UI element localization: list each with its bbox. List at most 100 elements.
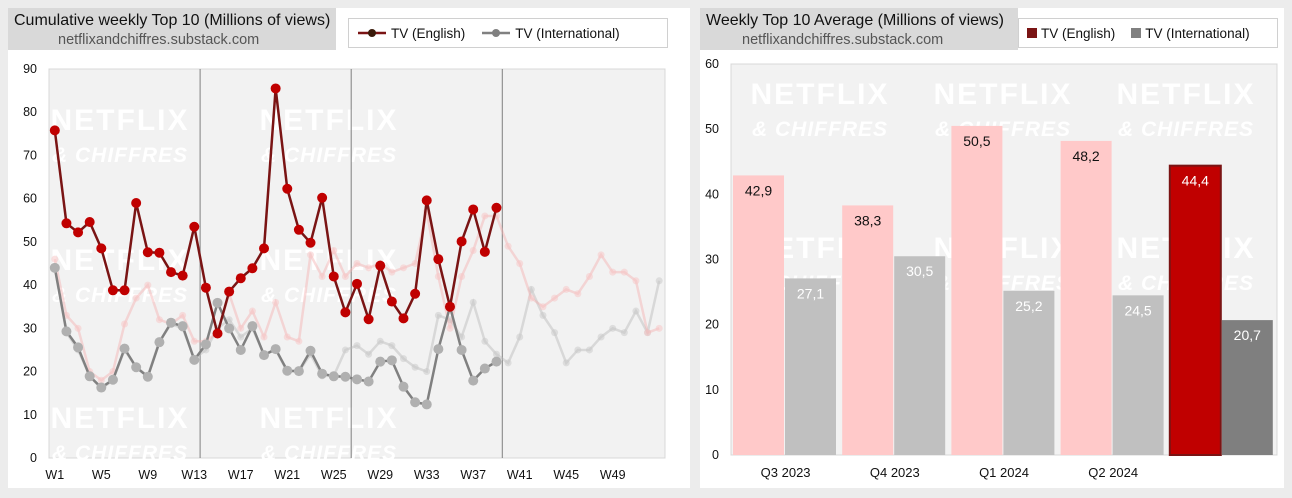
data-point [433,254,444,265]
legend-line-english-icon [358,29,386,37]
data-point [189,354,200,365]
data-point [154,337,165,348]
bar-value-label: 44,4 [1182,173,1209,189]
bar-tv-international [1221,320,1273,455]
data-point [119,343,130,354]
data-point [166,317,177,328]
x-category-label: Q4 2023 [870,465,920,480]
data-point-previous-year [376,337,384,345]
data-point [421,399,432,410]
data-point [119,285,130,296]
legend-square-international-icon [1131,28,1142,38]
data-point [189,221,200,232]
data-point [270,344,281,355]
data-point-previous-year [539,303,547,311]
data-point [456,236,467,247]
y-tick-label: 50 [23,235,37,249]
data-point [410,288,421,299]
legend-item-international: TV (International) [1131,26,1250,41]
right-bar-chart: NETFLIX & CHIFFRES NETFLIX & CHIFFRES NETFLI… [705,57,1278,480]
data-point-previous-year [585,272,593,280]
data-point [386,296,397,307]
bar-tv-english [1168,164,1222,456]
data-point-previous-year [574,290,582,298]
watermark-netflix: NETFLIX [260,104,399,137]
data-point-previous-year [179,311,187,319]
data-point [212,297,223,308]
data-point [410,397,421,408]
data-point [398,313,409,324]
data-point-previous-year [655,324,663,332]
data-point [247,263,258,274]
data-point [142,247,153,258]
data-point [177,270,188,281]
bar-value-label: 42,9 [745,182,772,198]
watermark-chiffres: & CHIFFRES [1118,118,1254,141]
data-point-previous-year [434,272,442,280]
bar-value-label: 24,5 [1124,302,1151,318]
data-point [224,323,235,334]
data-point [270,83,281,94]
watermark-netflix: NETFLIX [1117,78,1256,111]
data-point [131,362,142,373]
data-point [96,382,107,393]
data-point-previous-year [272,298,280,306]
data-point-previous-year [492,350,500,358]
x-tick-label: W41 [507,468,533,482]
data-point-previous-year [51,255,59,263]
data-point-previous-year [353,260,361,267]
data-point [433,344,444,355]
data-point-previous-year [516,260,524,267]
data-point [468,204,479,215]
bar-value-label: 30,5 [906,263,933,279]
data-point [96,243,107,254]
data-point-previous-year [307,251,315,259]
data-point [293,224,304,235]
data-point [363,376,374,387]
data-point [282,183,293,194]
data-point-previous-year [469,298,477,306]
legend-item-international: TV (International) [481,26,620,41]
y-tick-label: 60 [23,192,37,206]
data-point-previous-year [132,294,140,302]
y-tick-label: 40 [705,187,719,201]
x-tick-label: W29 [367,468,393,482]
legend-line-international-icon [482,29,511,37]
y-tick-label: 90 [23,62,37,76]
data-point-previous-year [527,285,535,293]
x-tick-label: W33 [414,468,440,482]
bar-tv-english [1060,140,1112,455]
right-chart-title-box: Weekly Top 10 Average (Millions of views… [700,8,1018,50]
data-point-previous-year [318,272,326,280]
bar-tv-international [894,256,946,455]
data-point [224,286,235,297]
data-point-previous-year [399,264,407,272]
data-point [328,371,339,382]
data-point-previous-year [551,329,559,337]
data-point [154,247,165,258]
data-point-previous-year [585,346,593,354]
watermark-chiffres: & CHIFFRES [52,144,188,167]
x-tick-label: W17 [228,468,254,482]
data-point [177,321,188,332]
data-point [328,271,339,282]
y-tick-label: 0 [712,448,719,462]
x-tick-label: W21 [274,468,300,482]
y-tick-label: 70 [23,148,37,162]
data-point [340,371,351,382]
data-point [235,273,246,284]
y-tick-label: 50 [705,122,719,136]
bar-value-label: 48,2 [1072,148,1099,164]
data-point [386,355,397,366]
data-point-previous-year [248,307,256,315]
data-point-previous-year [644,329,652,337]
x-tick-label: W5 [92,468,111,482]
data-point-previous-year [341,272,349,280]
data-point [212,328,223,339]
right-chart-panel: NETFLIX & CHIFFRES NETFLIX & CHIFFRES NETFLI… [700,8,1284,488]
watermark-chiffres: & CHIFFRES [52,284,188,307]
data-point-previous-year [144,281,152,289]
bar-tv-international [785,278,836,455]
y-tick-label: 0 [30,451,37,465]
data-point-previous-year [597,333,605,341]
